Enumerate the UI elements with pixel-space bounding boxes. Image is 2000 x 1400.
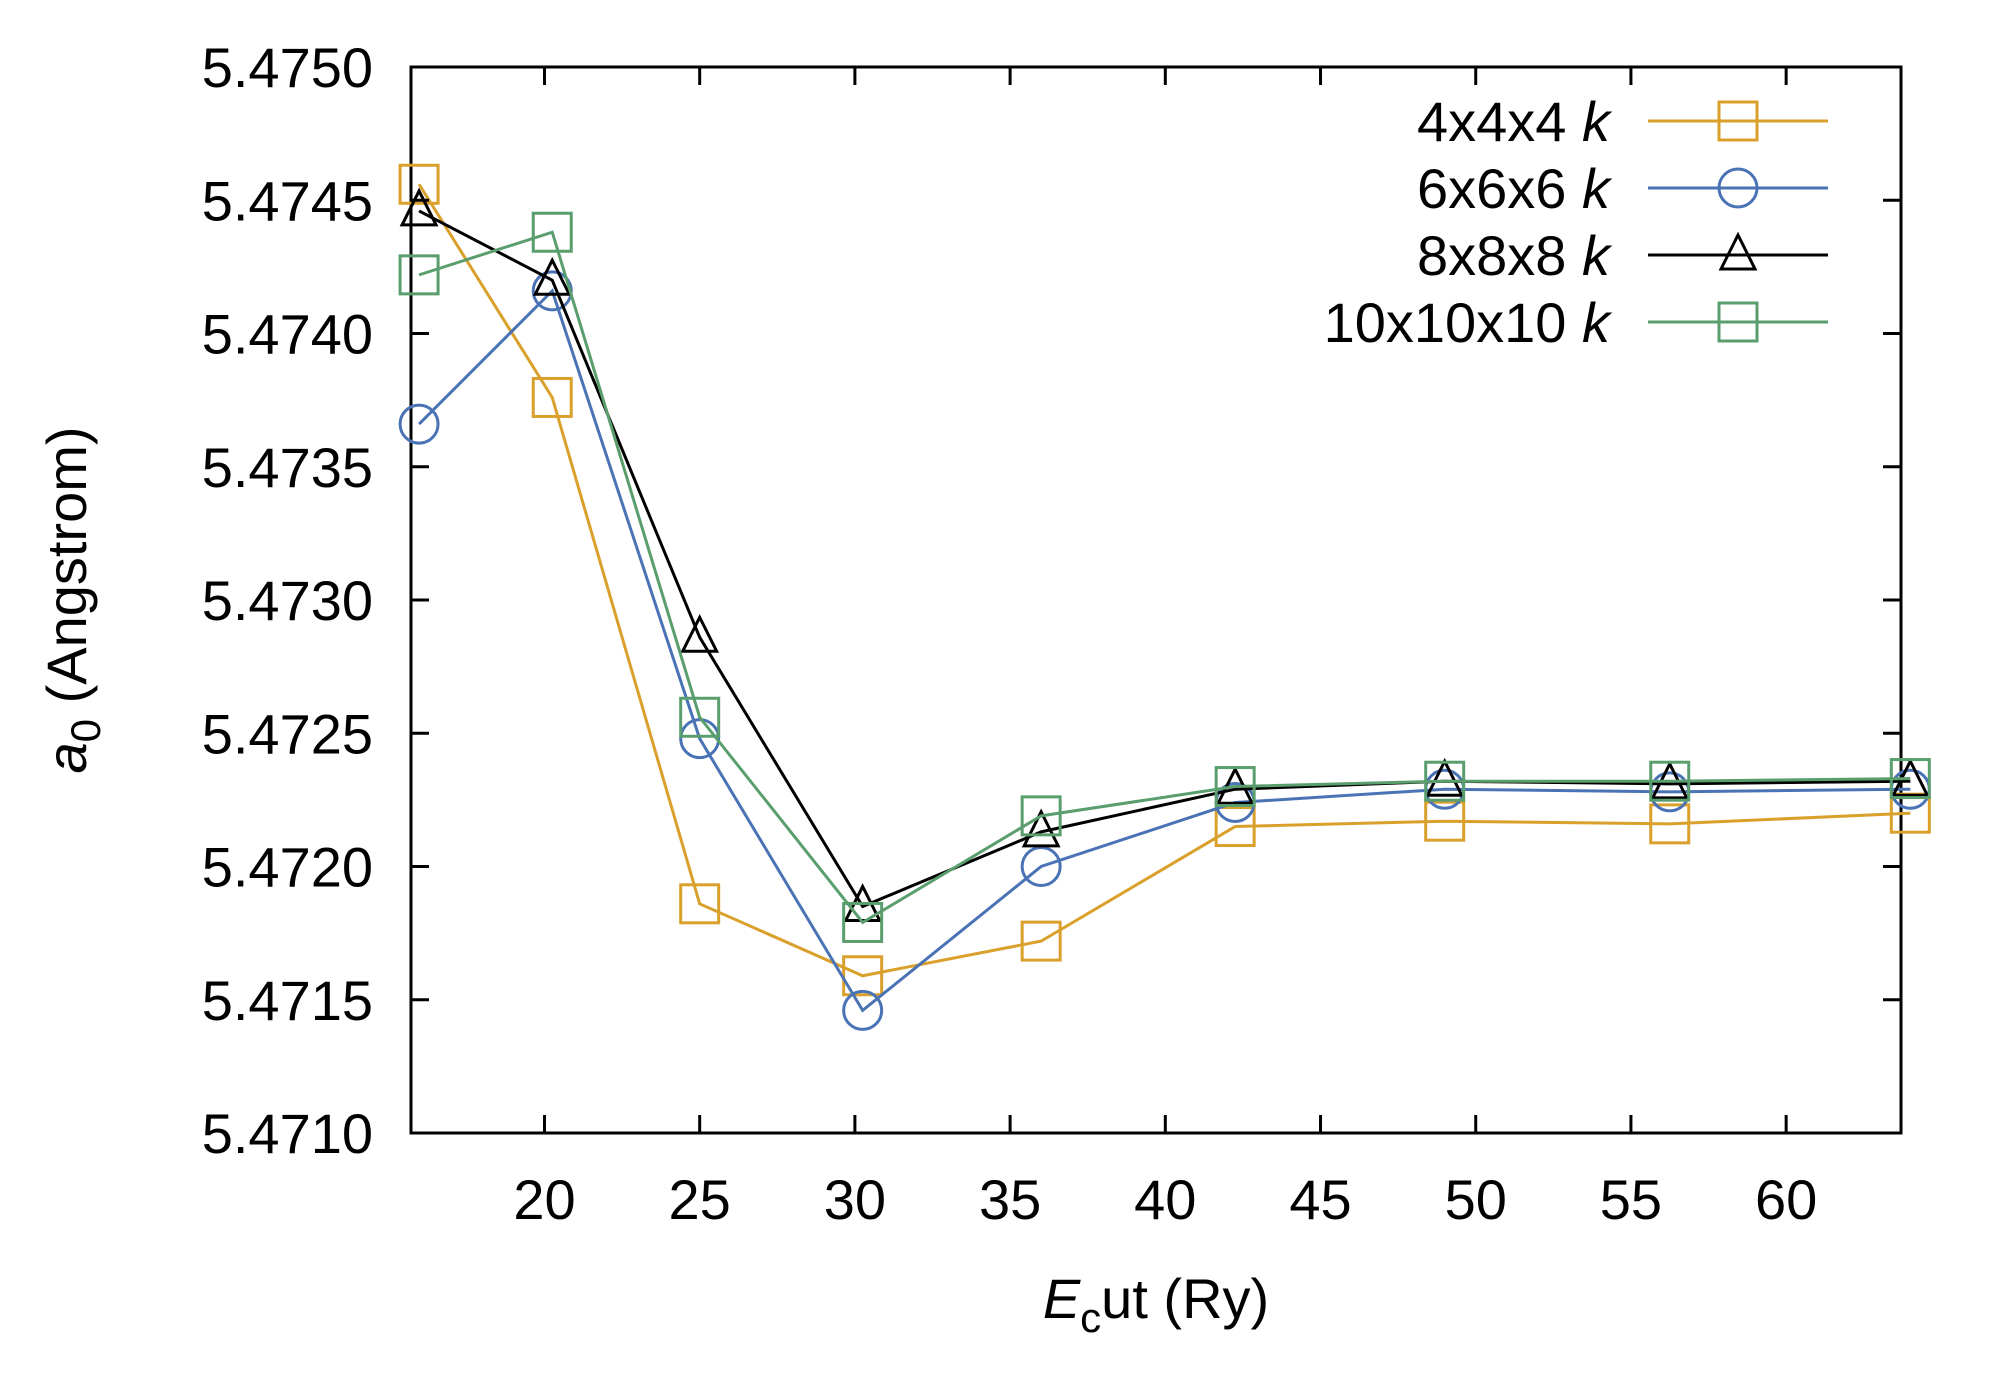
legend-item: 6x6x6 k (1417, 157, 1828, 220)
series-2 (398, 270, 1931, 1031)
legend-label-main: 4x4x4 (1417, 90, 1582, 153)
x-axis-title: Ecut (Ry) (1043, 1267, 1269, 1341)
data-point (842, 955, 884, 997)
legend-label-main: 8x8x8 (1417, 224, 1582, 287)
x-axis-title-rest: ut (Ry) (1101, 1267, 1269, 1330)
series-line (418, 230, 1911, 925)
y-tick-label: 5.4735 (202, 436, 373, 499)
y-tick-label: 5.4720 (202, 836, 373, 899)
data-point (1021, 808, 1061, 848)
data-point (1424, 800, 1466, 842)
y-axis: 5.4710 5.4715 5.4720 5.4725 5.4730 5.4735 5.47… (202, 36, 1901, 1165)
y-axis-title-rest: (Angstrom) (35, 426, 98, 719)
legend-label-main: 6x6x6 (1417, 157, 1582, 220)
legend-label: 6x6x6 k (1417, 157, 1613, 220)
data-point (398, 403, 440, 445)
legend-marker (1717, 100, 1759, 142)
data-point (1020, 846, 1062, 887)
data-point (398, 254, 440, 296)
data-point (531, 211, 573, 253)
legend-item: 4x4x4 k (1417, 90, 1828, 153)
data-point (532, 256, 572, 296)
x-tick-label: 60 (1755, 1168, 1817, 1231)
y-tick-label: 5.4750 (202, 36, 373, 99)
series-3 (399, 187, 1930, 922)
legend-label: 8x8x8 k (1417, 224, 1613, 287)
y-tick-label: 5.4740 (202, 303, 373, 366)
data-point (1424, 760, 1466, 802)
x-axis: 20 25 30 35 40 45 50 55 60 (513, 67, 1817, 1231)
data-point (1649, 760, 1691, 802)
data-point (1020, 795, 1062, 837)
series-1 (398, 163, 1931, 997)
data-point (679, 883, 721, 925)
legend-marker (1717, 167, 1759, 209)
series-4 (398, 211, 1931, 943)
x-tick-label: 35 (979, 1168, 1041, 1231)
legend-label-main: 10x10x10 (1324, 291, 1582, 354)
data-point (842, 901, 884, 943)
legend-label-italic: k (1582, 157, 1613, 220)
data-point (398, 163, 440, 205)
data-point (399, 187, 439, 227)
legend-item: 8x8x8 k (1417, 224, 1828, 287)
plot-border (409, 65, 1903, 1135)
series-line (418, 288, 1911, 1013)
data-point (1649, 803, 1691, 845)
y-tick-label: 5.4745 (202, 169, 373, 232)
data-point (531, 376, 573, 418)
data-point (680, 613, 720, 653)
legend-marker (1718, 231, 1758, 271)
x-tick-label: 20 (513, 1168, 575, 1231)
legend-label-italic: k (1582, 291, 1613, 354)
y-tick-label: 5.4710 (202, 1102, 373, 1165)
y-axis-title-main: a (35, 742, 98, 773)
x-axis-title-main: E (1043, 1267, 1081, 1330)
y-tick-label: 5.4715 (202, 969, 373, 1032)
y-axis-title-sub: 0 (62, 719, 109, 742)
y-axis-title: a0 (Angstrom) (35, 426, 109, 773)
series-layer (398, 163, 1931, 1031)
legend-item: 10x10x10 k (1324, 291, 1828, 354)
series-line (418, 209, 1911, 909)
legend-label: 4x4x4 k (1417, 90, 1613, 153)
x-tick-label: 50 (1445, 1168, 1507, 1231)
x-tick-label: 40 (1134, 1168, 1196, 1231)
x-tick-label: 45 (1289, 1168, 1351, 1231)
data-point (1425, 757, 1465, 797)
data-point (1020, 920, 1062, 962)
series-line (417, 183, 1911, 978)
data-point (1214, 806, 1256, 848)
y-tick-label: 5.4730 (202, 569, 373, 632)
data-point (842, 989, 884, 1031)
x-tick-label: 25 (669, 1168, 731, 1231)
legend-label-italic: k (1582, 224, 1613, 287)
data-point (1889, 758, 1931, 800)
x-tick-label: 55 (1600, 1168, 1662, 1231)
plot-frame (409, 65, 1903, 1135)
legend-marker (1717, 301, 1759, 343)
data-point (679, 696, 721, 738)
data-point (1214, 766, 1256, 808)
legend-label: 10x10x10 k (1324, 291, 1613, 354)
y-tick-label: 5.4725 (202, 702, 373, 765)
x-axis-title-sub: c (1080, 1294, 1101, 1341)
x-tick-label: 30 (824, 1168, 886, 1231)
legend-label-italic: k (1582, 90, 1613, 153)
